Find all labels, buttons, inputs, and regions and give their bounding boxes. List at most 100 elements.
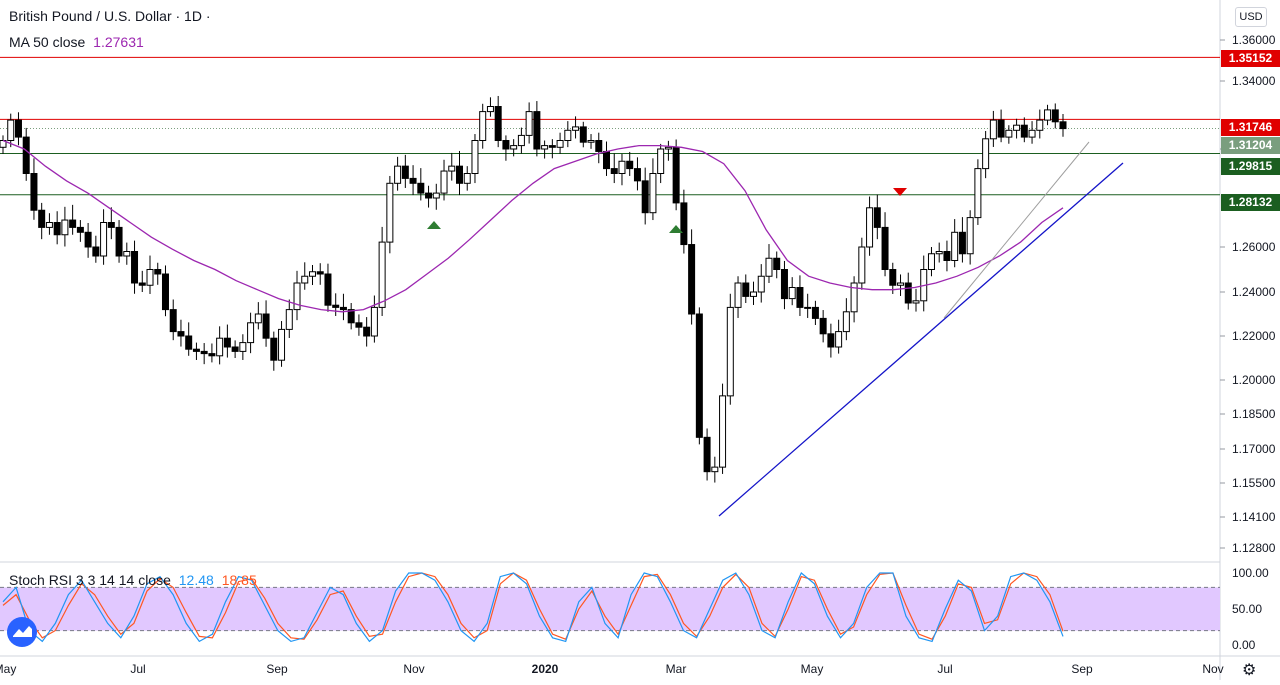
- stoch-axis-label: 50.00: [1232, 602, 1262, 616]
- candle-body: [432, 192, 440, 199]
- candle-body: [641, 180, 649, 214]
- level-tag-4: 1.28132: [1221, 194, 1280, 211]
- candle-body: [154, 269, 162, 275]
- candle-body: [177, 331, 185, 337]
- candle-body: [626, 160, 634, 170]
- candle-body: [100, 222, 108, 257]
- stoch-k-value: 12.48: [178, 572, 214, 588]
- candle-body: [363, 326, 371, 337]
- stoch-axis-label: 100.00: [1232, 566, 1269, 580]
- candle-body: [927, 253, 935, 270]
- candle-body: [966, 217, 974, 255]
- candle-body: [974, 168, 982, 219]
- candle-body: [471, 140, 479, 174]
- candle-body: [811, 306, 819, 319]
- candle-body: [587, 140, 595, 143]
- candle-body: [1051, 109, 1059, 123]
- candle-body: [873, 207, 881, 228]
- candle-body: [734, 282, 742, 308]
- candle-body: [1044, 109, 1052, 121]
- x-tick-label: Sep: [266, 662, 288, 676]
- candle-body: [278, 328, 286, 361]
- x-tick-label: Nov: [1202, 662, 1223, 676]
- ma-label: MA 50 close: [9, 34, 86, 50]
- candle-body: [1059, 121, 1067, 130]
- candle-body: [533, 111, 541, 150]
- candle-body: [200, 350, 208, 355]
- candle-body: [378, 241, 386, 308]
- candle-body: [703, 436, 711, 473]
- candle-body: [1020, 124, 1028, 138]
- candle-body: [216, 337, 224, 357]
- candle-body: [123, 251, 131, 257]
- candle-body: [541, 145, 549, 150]
- candle-body: [889, 269, 897, 286]
- currency-button[interactable]: USD: [1235, 7, 1267, 27]
- candle-body: [386, 182, 394, 243]
- candle-body: [347, 309, 355, 324]
- candle-body: [1005, 129, 1013, 138]
- candle-body: [935, 251, 943, 255]
- candle-body: [223, 337, 231, 348]
- y-tick-label: 1.18500: [1232, 407, 1276, 421]
- candle-body: [943, 251, 951, 261]
- candle-body: [69, 219, 77, 228]
- candle-body: [308, 271, 316, 277]
- candle-body: [842, 311, 850, 333]
- candle-body: [1036, 119, 1044, 131]
- candle-body: [463, 173, 471, 184]
- candle-body: [192, 348, 200, 352]
- candle-body: [633, 168, 641, 182]
- candle-body: [22, 136, 30, 175]
- x-tick-label: May: [801, 662, 824, 676]
- tradingview-logo-icon[interactable]: [7, 617, 37, 647]
- candle-body: [355, 322, 363, 328]
- candle-body: [231, 346, 239, 352]
- stoch-axis-label: 0.00: [1232, 638, 1256, 652]
- candle-body: [417, 182, 425, 194]
- candle-body: [270, 337, 278, 361]
- candle-body: [680, 202, 688, 246]
- stoch-legend: Stoch RSI 3 3 14 14 close 12.48 18.85: [9, 572, 257, 588]
- candle-body: [92, 246, 100, 257]
- ma50-line: [2, 139, 1064, 313]
- candle-body: [486, 106, 494, 113]
- candle-body: [494, 106, 502, 141]
- level-tag-2: 1.31746: [1221, 119, 1280, 136]
- candle-body: [750, 291, 758, 297]
- candle-body: [719, 395, 727, 468]
- candle-body: [564, 129, 572, 142]
- arrow-down-red-icon: [893, 188, 907, 196]
- candle-body: [556, 140, 564, 148]
- candle-body: [804, 306, 812, 309]
- candle-body: [324, 273, 332, 306]
- y-tick-label: 1.24000: [1232, 285, 1276, 299]
- candle-body: [425, 192, 433, 199]
- candle-body: [301, 275, 309, 284]
- stoch-band: [0, 587, 1220, 631]
- settings-gear-icon[interactable]: ⚙: [1242, 662, 1257, 679]
- candle-body: [517, 134, 525, 147]
- candle-body: [448, 165, 456, 172]
- stoch-k-line: [2, 572, 1064, 643]
- candle-body: [982, 138, 990, 170]
- candle-body: [664, 146, 672, 150]
- candle-body: [618, 160, 626, 174]
- arrow-up-green-icon: [669, 225, 683, 233]
- candle-body: [579, 126, 587, 143]
- candle-body: [479, 111, 487, 141]
- candle-body: [858, 246, 866, 284]
- y-tick-label: 1.12800: [1232, 541, 1276, 555]
- candle-body: [146, 269, 154, 286]
- candle-body: [293, 282, 301, 311]
- candle-body: [958, 231, 966, 255]
- candle-body: [394, 165, 402, 184]
- level-tag-1: 1.35152: [1221, 50, 1280, 67]
- candle-body: [262, 313, 270, 339]
- candle-body: [827, 333, 835, 348]
- candle-body: [780, 269, 788, 300]
- candle-body: [208, 353, 216, 357]
- ma-value: 1.27631: [93, 34, 144, 50]
